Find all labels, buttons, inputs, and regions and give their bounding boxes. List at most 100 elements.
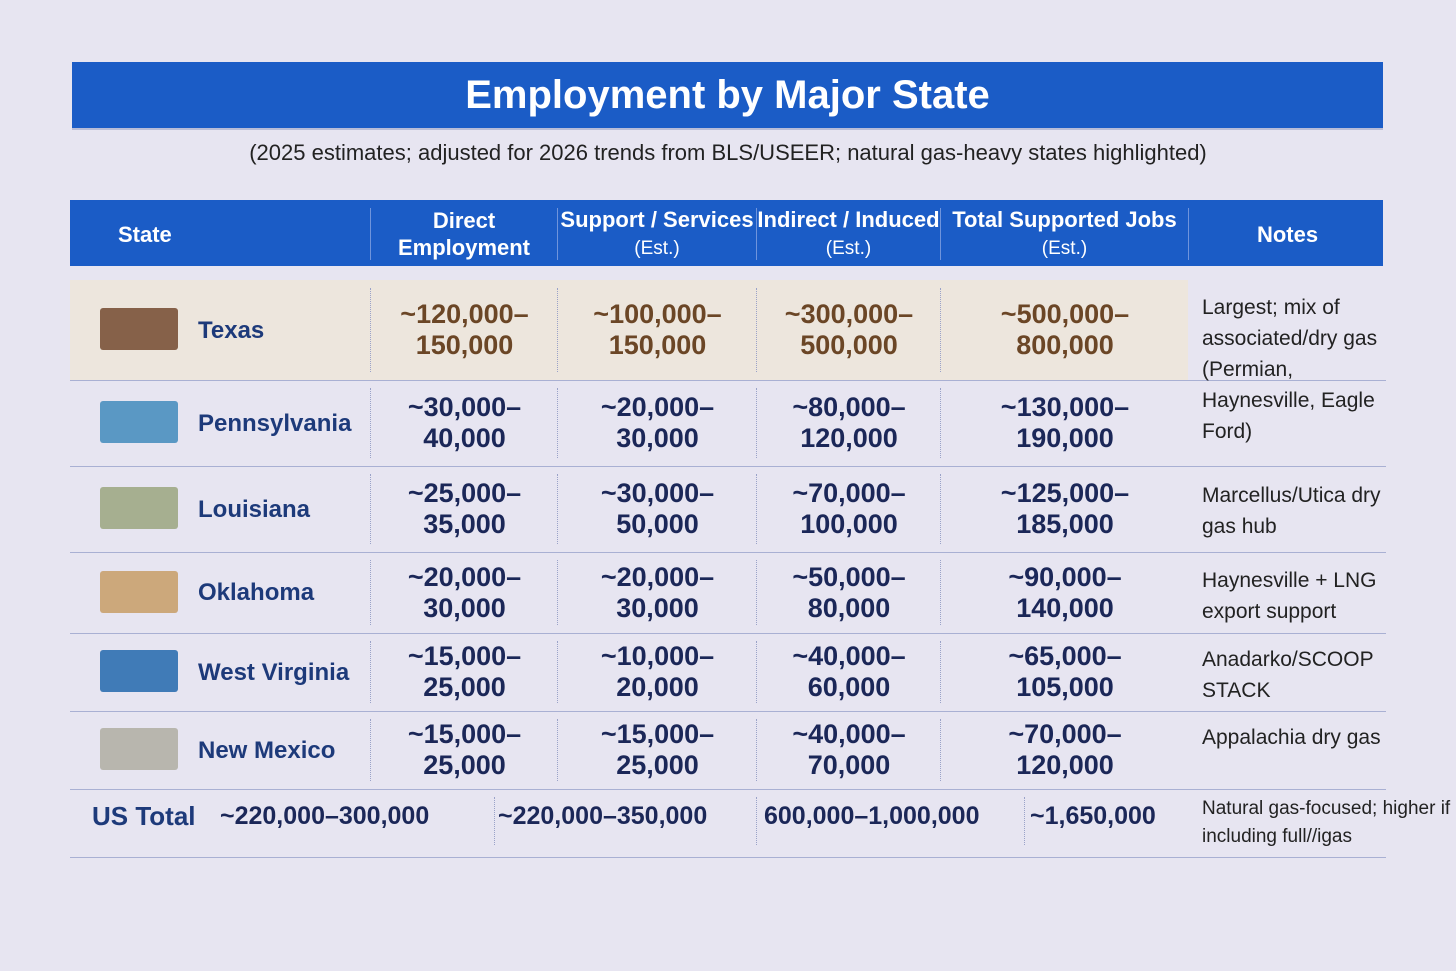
row-line	[70, 789, 1386, 790]
subtitle: (2025 estimates; adjusted for 2026 trend…	[249, 140, 1207, 165]
header-text: Support / Services	[560, 207, 754, 232]
row-line	[70, 466, 1386, 467]
column-header: Direct Employment	[370, 208, 557, 260]
column-header: Support / Services (Est.)	[557, 207, 756, 260]
value-cell: ~130,000–190,000	[940, 388, 1189, 458]
title: Employment by Major State	[72, 62, 1383, 130]
state-name: Louisiana	[70, 474, 370, 544]
state-icon	[100, 728, 178, 770]
state-text: Louisiana	[198, 495, 311, 523]
value-cell: ~20,000–30,000	[557, 388, 757, 458]
header-text: State	[118, 221, 172, 247]
value-cell: ~10,000–20,000	[557, 641, 757, 703]
value-text: ~90,000–140,000	[1008, 561, 1122, 623]
value-text: ~40,000–70,000	[792, 719, 906, 780]
value-text: ~25,000–35,000	[407, 478, 522, 539]
value-text: ~80,000–120,000	[792, 392, 906, 453]
note: Haynesville + LNG export support	[1202, 569, 1377, 623]
value-text: ~70,000–100,000	[792, 478, 906, 539]
value-cell: ~125,000–185,000	[940, 474, 1189, 544]
value-text: ~65,000–105,000	[1008, 641, 1122, 702]
row-line	[70, 857, 1386, 858]
value-cell: ~70,000–100,000	[756, 474, 941, 544]
total-cell: US Total	[92, 800, 196, 831]
state-name: Pennsylvania	[70, 388, 370, 458]
value-cell: ~40,000–70,000	[756, 719, 941, 781]
row-line	[70, 552, 1386, 553]
header-text: Direct Employment	[397, 208, 531, 260]
state-name: Oklahoma	[70, 560, 370, 625]
state-text: West Virginia	[198, 658, 350, 686]
row-line	[70, 380, 1386, 381]
note: Marcellus/Utica dry gas hub	[1202, 484, 1381, 538]
value-cell: ~100,000–150,000	[557, 288, 757, 372]
state-name: West Virginia	[70, 641, 370, 703]
state-text: Pennsylvania	[198, 409, 352, 437]
state-icon	[100, 487, 178, 529]
row-line	[70, 711, 1386, 712]
value-cell: ~30,000–40,000	[370, 388, 558, 458]
header-est: (Est.)	[634, 238, 680, 259]
value-text: ~30,000–50,000	[600, 478, 715, 539]
value-text: ~120,000–150,000	[400, 299, 529, 360]
value-cell: ~65,000–105,000	[940, 641, 1189, 703]
total-cell: ~1,650,000	[1030, 801, 1156, 830]
value-cell: ~300,000–500,000	[756, 288, 941, 372]
value-cell: ~15,000–25,000	[370, 641, 558, 703]
divider	[1024, 797, 1025, 845]
value-text: ~70,000–120,000	[1008, 719, 1122, 780]
value-text: ~20,000–30,000	[600, 561, 715, 623]
state-icon	[100, 570, 178, 613]
total-cell: 600,000–1,000,000	[764, 801, 980, 830]
state-text: Oklahoma	[198, 579, 315, 606]
value-text: ~125,000–185,000	[1000, 478, 1130, 539]
note: Anadarko/SCOOP STACK	[1202, 648, 1374, 702]
value-cell: ~70,000–120,000	[940, 719, 1189, 781]
state-icon	[100, 308, 178, 350]
value-cell: ~90,000–140,000	[940, 560, 1189, 625]
value-cell: ~40,000–60,000	[756, 641, 941, 703]
value-text: ~500,000–800,000	[1000, 299, 1130, 360]
value-text: ~50,000–80,000	[792, 561, 906, 623]
highlight	[70, 280, 1188, 380]
value-cell: ~30,000–50,000	[557, 474, 757, 544]
row-line	[70, 633, 1386, 634]
value-cell: ~15,000–25,000	[370, 719, 558, 781]
header-bar	[70, 200, 1383, 266]
value-cell: ~25,000–35,000	[370, 474, 558, 544]
value-text: ~30,000–40,000	[407, 392, 522, 453]
divider	[494, 797, 495, 845]
value-text: ~15,000–25,000	[407, 641, 522, 702]
state-name: Texas	[70, 288, 370, 372]
column-header: State	[70, 208, 370, 260]
value-text: ~10,000–20,000	[600, 641, 715, 702]
header-est: (Est.)	[1041, 238, 1088, 259]
value-text: ~20,000–30,000	[407, 561, 522, 623]
state-text: Texas	[198, 316, 265, 344]
value-text: ~100,000–150,000	[593, 299, 722, 360]
state-icon	[100, 401, 178, 443]
value-cell: ~80,000–120,000	[756, 388, 941, 458]
header-text: Total Supported Jobs	[952, 207, 1177, 232]
header-text: Indirect / Induced	[757, 207, 940, 232]
divider	[756, 797, 757, 845]
value-cell: ~500,000–800,000	[940, 288, 1189, 372]
value-text: ~15,000–25,000	[407, 719, 522, 780]
column-header: Indirect / Induced (Est.)	[756, 207, 940, 260]
value-text: ~130,000–190,000	[1000, 392, 1130, 453]
total-cell: ~220,000–350,000	[498, 801, 708, 830]
total-note: Natural gas-focused; higher if including…	[1202, 798, 1451, 847]
value-cell: ~20,000–30,000	[557, 560, 757, 625]
value-text: ~300,000–500,000	[784, 299, 914, 360]
note: Appalachia dry gas	[1202, 726, 1381, 749]
column-header: Total Supported Jobs (Est.)	[940, 207, 1188, 260]
note: Largest; mix of associated/dry gas (Perm…	[1202, 296, 1378, 443]
total-cell: ~220,000–300,000	[220, 801, 430, 830]
value-cell: ~15,000–25,000	[557, 719, 757, 781]
header-text: Notes	[1256, 221, 1319, 247]
value-text: ~20,000–30,000	[600, 392, 715, 453]
state-icon	[100, 650, 178, 692]
value-text: ~40,000–60,000	[792, 641, 906, 702]
value-cell: ~20,000–30,000	[370, 560, 558, 625]
